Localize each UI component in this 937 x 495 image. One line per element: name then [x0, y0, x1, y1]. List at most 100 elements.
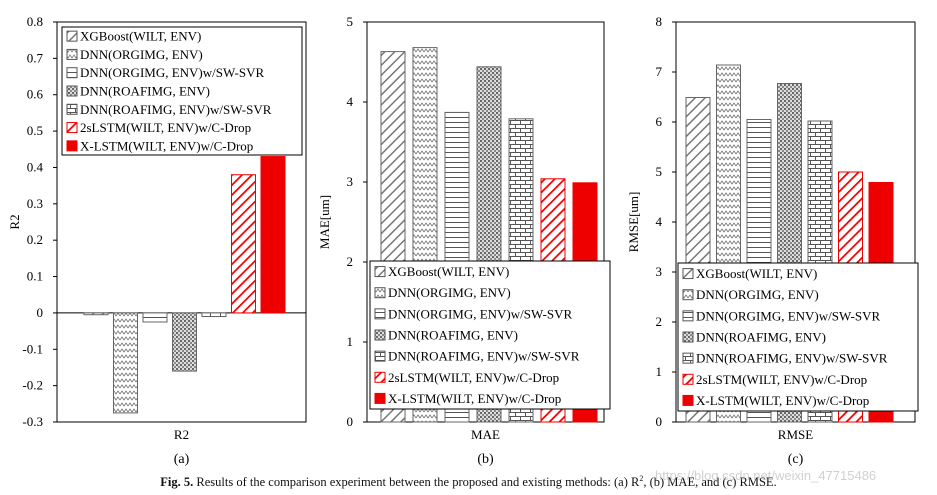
- legend-entry: DNN(ROAFIMG, ENV): [696, 330, 826, 345]
- y-tick-label: -0.2: [22, 378, 43, 393]
- legend-entry: DNN(ROAFIMG, ENV): [388, 328, 518, 343]
- bar-2: [113, 312, 138, 414]
- legend-swatch: [66, 122, 78, 134]
- legend-entry: 2sLSTM(WILT, ENV)w/C-Drop: [80, 120, 251, 135]
- caption-rest: , (b) MAE, and (c) RMSE.: [643, 475, 777, 490]
- legend-box: [369, 260, 611, 410]
- y-tick-label: 0.1: [27, 269, 43, 284]
- legend-swatch: [374, 350, 386, 362]
- y-tick-label: 3: [347, 174, 354, 189]
- legend-entry: DNN(ORGIMG, ENV): [388, 285, 511, 300]
- bar-6: [231, 174, 256, 314]
- y-tick-label: 1: [347, 334, 354, 349]
- legend-swatch: [374, 392, 386, 404]
- bar-7: [260, 156, 286, 314]
- legend: XGBoost(WILT, ENV) DNN(ORGIMG, ENV) DNN(OR…: [61, 26, 303, 156]
- legend-entry: XGBoost(WILT, ENV): [388, 264, 509, 279]
- figure-caption: Fig. 5. Results of the comparison experi…: [0, 474, 937, 490]
- y-tick-label: 0: [37, 305, 44, 320]
- x-axis-label: RMSE: [778, 427, 813, 442]
- legend: XGBoost(WILT, ENV) DNN(ORGIMG, ENV) DNN(OR…: [677, 262, 919, 412]
- y-tick-label: 0.3: [27, 196, 43, 211]
- chart-panel-3: 0 1 2 3 4 5 6 7 8 XGBoost(WILT, ENV) DNN(ORGIMG, E…: [626, 14, 919, 467]
- legend-swatch: [682, 373, 694, 385]
- legend-entry: DNN(ORGIMG, ENV): [696, 287, 819, 302]
- y-tick-label: 7: [656, 64, 663, 79]
- legend-swatch: [66, 48, 78, 60]
- legend-box: [61, 26, 303, 156]
- legend-swatch: [66, 30, 78, 42]
- legend-entry: DNN(ROAFIMG, ENV)w/SW-SVR: [80, 102, 272, 117]
- x-axis-label: R2: [174, 427, 189, 442]
- figure-canvas: -0.3 -0.2 -0.1 0 0.1 0.2 0.3 0.4 0.5 0.6 0.7 0.8 XGB…: [7, 14, 919, 467]
- caption-sup: 2: [639, 474, 644, 483]
- y-tick-label: 0: [656, 414, 663, 429]
- legend-swatch: [66, 140, 78, 152]
- legend-entry: 2sLSTM(WILT, ENV)w/C-Drop: [388, 370, 559, 385]
- panel-label: (b): [477, 452, 494, 467]
- legend-swatch: [66, 103, 78, 115]
- y-tick-label: 2: [347, 254, 354, 269]
- y-tick-label: -0.1: [22, 341, 43, 356]
- legend-entry: DNN(ORGIMG, ENV): [80, 47, 203, 62]
- y-tick-label: 8: [656, 14, 663, 29]
- y-axis-label: R2: [7, 214, 22, 229]
- legend-swatch: [374, 329, 386, 341]
- y-axis-label: MAE[um]: [317, 195, 332, 249]
- legend-entry: X-LSTM(WILT, ENV)w/C-Drop: [696, 393, 869, 408]
- chart-panel-1: -0.3 -0.2 -0.1 0 0.1 0.2 0.3 0.4 0.5 0.6 0.7 0.8 XGB…: [7, 14, 307, 467]
- bar-4: [172, 312, 197, 372]
- y-tick-label: 1: [656, 364, 663, 379]
- y-tick-label: 0.5: [27, 123, 43, 138]
- y-tick-label: 3: [656, 264, 663, 279]
- y-tick-label: 0.4: [27, 159, 44, 174]
- x-axis-label: MAE: [471, 427, 500, 442]
- y-tick-label: 5: [656, 164, 663, 179]
- legend-swatch: [374, 308, 386, 320]
- y-tick-label: 0.7: [27, 50, 44, 65]
- y-axis-label: RMSE[um]: [626, 192, 641, 253]
- chart-panel-2: 0 1 2 3 4 5 XGBoost(WILT, ENV) DNN(ORGIMG, ENV)…: [317, 14, 611, 467]
- legend-swatch: [682, 289, 694, 301]
- legend-swatch: [374, 287, 386, 299]
- caption-label: Fig. 5.: [160, 475, 194, 490]
- y-tick-label: -0.3: [22, 414, 43, 429]
- panel-label: (c): [788, 452, 804, 467]
- legend-entry: X-LSTM(WILT, ENV)w/C-Drop: [80, 138, 253, 153]
- legend-box: [677, 262, 919, 412]
- watermark-text: https://blog.csdn.net/weixin_47715486: [655, 468, 877, 483]
- y-tick-label: 6: [656, 114, 663, 129]
- y-tick-label: 4: [347, 94, 354, 109]
- y-tick-label: 0.2: [27, 232, 43, 247]
- legend-entry: XGBoost(WILT, ENV): [80, 29, 201, 44]
- legend-swatch: [66, 67, 78, 79]
- legend-swatch: [682, 268, 694, 280]
- legend-swatch: [66, 85, 78, 97]
- legend-entry: DNN(ORGIMG, ENV)w/SW-SVR: [388, 306, 572, 321]
- y-tick-label: 0.6: [27, 87, 44, 102]
- legend-swatch: [682, 352, 694, 364]
- legend: XGBoost(WILT, ENV) DNN(ORGIMG, ENV) DNN(OR…: [369, 260, 611, 410]
- legend-entry: 2sLSTM(WILT, ENV)w/C-Drop: [696, 372, 867, 387]
- panel-label: (a): [174, 452, 190, 467]
- legend-swatch: [374, 371, 386, 383]
- y-tick-label: 5: [347, 14, 354, 29]
- legend-entry: DNN(ROAFIMG, ENV): [80, 84, 210, 99]
- legend-entry: DNN(ROAFIMG, ENV)w/SW-SVR: [696, 351, 888, 366]
- legend-swatch: [682, 310, 694, 322]
- legend-entry: DNN(ROAFIMG, ENV)w/SW-SVR: [388, 349, 580, 364]
- y-tick-label: 2: [656, 314, 663, 329]
- bar-1: [83, 312, 109, 316]
- y-tick-label: 0.8: [27, 14, 43, 29]
- legend-entry: DNN(ORGIMG, ENV)w/SW-SVR: [696, 308, 880, 323]
- caption-text: Results of the comparison experiment bet…: [196, 475, 640, 490]
- legend-swatch: [682, 394, 694, 406]
- legend-swatch: [682, 331, 694, 343]
- legend-entry: DNN(ORGIMG, ENV)w/SW-SVR: [80, 65, 264, 80]
- bar-5: [201, 312, 227, 318]
- y-tick-label: 0: [347, 414, 354, 429]
- legend-entry: X-LSTM(WILT, ENV)w/C-Drop: [388, 391, 561, 406]
- legend-swatch: [374, 266, 386, 278]
- bar-3: [142, 312, 168, 323]
- legend-entry: XGBoost(WILT, ENV): [696, 266, 817, 281]
